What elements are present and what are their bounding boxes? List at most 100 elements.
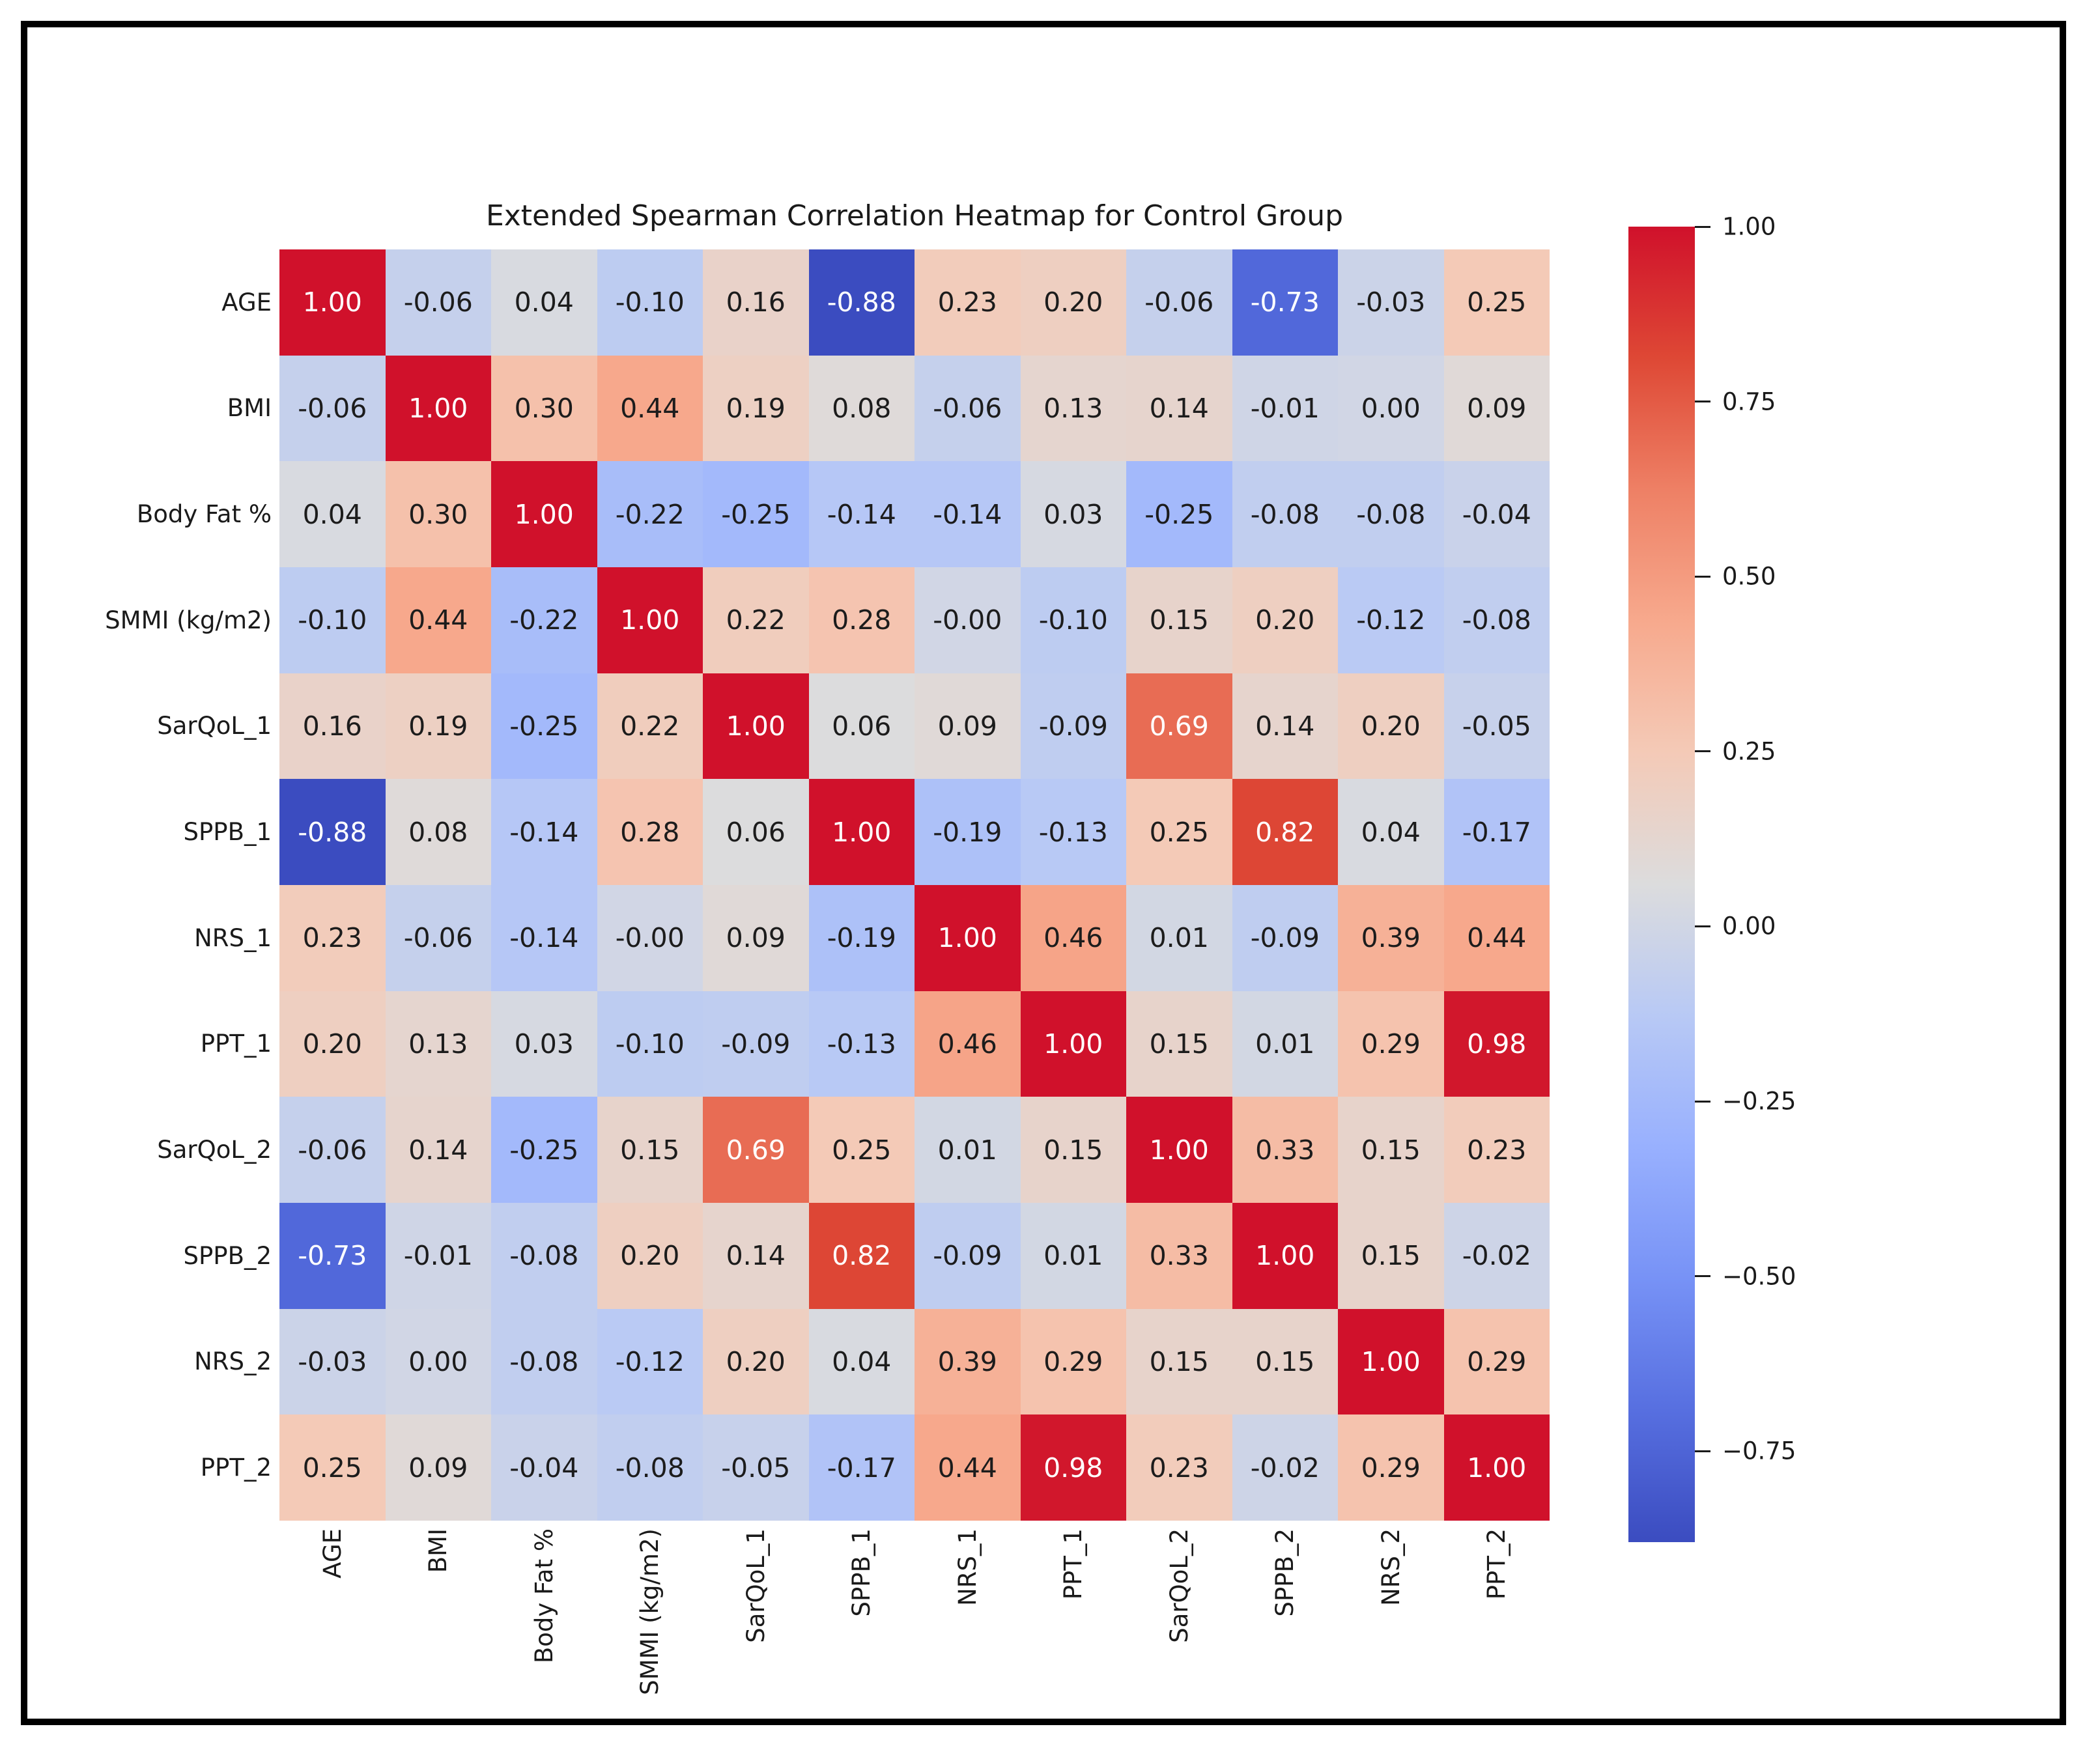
heatmap-cell-Body Fat %-NRS_1: -0.14 <box>915 461 1021 567</box>
heatmap-cell-Body Fat %-PPT_1: 0.03 <box>1020 461 1126 567</box>
x-tick-label: SarQoL_1 <box>741 1528 770 1643</box>
heatmap-cell-NRS_2-AGE: -0.03 <box>279 1308 386 1415</box>
y-tick-label: AGE <box>221 288 272 317</box>
heatmap-cell-BMI-PPT_1: 0.13 <box>1020 355 1126 462</box>
heatmap-cell-SPPB_2-SPPB_2: 1.00 <box>1232 1203 1338 1309</box>
heatmap-cell-BMI-SarQoL_1: 0.19 <box>703 355 809 462</box>
heatmap-cell-PPT_2-PPT_1: 0.98 <box>1020 1414 1126 1521</box>
heatmap-cell-NRS_1-PPT_1: 0.46 <box>1020 885 1126 991</box>
heatmap-cell-PPT_1-SMMI (kg/m2): -0.10 <box>597 991 703 1097</box>
heatmap-cell-SarQoL_2-SPPB_2: 0.33 <box>1232 1097 1338 1203</box>
heatmap-cell-NRS_2-SPPB_2: 0.15 <box>1232 1308 1338 1415</box>
heatmap-cell-SMMI (kg/m2)-BMI: 0.44 <box>385 567 491 673</box>
colorbar-tick-mark <box>1695 1275 1710 1278</box>
heatmap-cell-SPPB_2-PPT_1: 0.01 <box>1020 1203 1126 1309</box>
heatmap-cell-SPPB_1-PPT_2: -0.17 <box>1443 779 1550 885</box>
x-tick-label: PPT_2 <box>1483 1528 1511 1600</box>
heatmap-cell-NRS_1-SarQoL_1: 0.09 <box>703 885 809 991</box>
colorbar-tick-label: 0.75 <box>1722 387 1776 416</box>
y-tick-label: SMMI (kg/m2) <box>105 606 272 634</box>
heatmap-cell-Body Fat %-NRS_2: -0.08 <box>1338 461 1444 567</box>
heatmap-cell-SarQoL_1-SPPB_1: 0.06 <box>808 673 915 780</box>
x-tick-label: AGE <box>318 1528 347 1579</box>
heatmap-cell-SarQoL_1-SPPB_2: 0.14 <box>1232 673 1338 780</box>
heatmap-cell-SarQoL_2-NRS_2: 0.15 <box>1338 1097 1444 1203</box>
heatmap-cell-NRS_2-SMMI (kg/m2): -0.12 <box>597 1308 703 1415</box>
heatmap-cell-NRS_2-SPPB_1: 0.04 <box>808 1308 915 1415</box>
heatmap-cell-PPT_1-SPPB_1: -0.13 <box>808 991 915 1097</box>
heatmap-cell-SarQoL_2-SPPB_1: 0.25 <box>808 1097 915 1203</box>
heatmap-cell-PPT_1-NRS_2: 0.29 <box>1338 991 1444 1097</box>
x-tick-label: SPPB_2 <box>1271 1528 1299 1617</box>
heatmap-cell-Body Fat %-PPT_2: -0.04 <box>1443 461 1550 567</box>
colorbar-tick-mark <box>1695 225 1710 228</box>
heatmap-cell-BMI-PPT_2: 0.09 <box>1443 355 1550 462</box>
heatmap-cell-SarQoL_2-AGE: -0.06 <box>279 1097 386 1203</box>
heatmap-cell-SarQoL_1-SarQoL_2: 0.69 <box>1126 673 1232 780</box>
heatmap-cell-SPPB_2-SarQoL_2: 0.33 <box>1126 1203 1232 1309</box>
x-tick-label: NRS_2 <box>1376 1528 1405 1606</box>
heatmap-cell-PPT_2-SPPB_1: -0.17 <box>808 1414 915 1521</box>
heatmap-cell-SMMI (kg/m2)-SPPB_2: 0.20 <box>1232 567 1338 673</box>
y-tick-label: Body Fat % <box>136 500 272 529</box>
y-tick-label: PPT_1 <box>200 1030 272 1058</box>
heatmap-cell-PPT_1-PPT_1: 1.00 <box>1020 991 1126 1097</box>
heatmap-cell-AGE-SPPB_1: -0.88 <box>808 249 915 356</box>
heatmap-cell-PPT_1-Body Fat %: 0.03 <box>491 991 597 1097</box>
heatmap-cell-SPPB_2-Body Fat %: -0.08 <box>491 1203 597 1309</box>
heatmap-cell-NRS_2-SarQoL_2: 0.15 <box>1126 1308 1232 1415</box>
heatmap-cell-NRS_1-SPPB_2: -0.09 <box>1232 885 1338 991</box>
y-tick-label: NRS_2 <box>194 1347 272 1376</box>
colorbar-tick-label: −0.75 <box>1722 1437 1796 1465</box>
heatmap-cell-SMMI (kg/m2)-SarQoL_1: 0.22 <box>703 567 809 673</box>
colorbar-tick-label: 0.25 <box>1722 737 1776 766</box>
heatmap-cell-AGE-PPT_1: 0.20 <box>1020 249 1126 356</box>
colorbar-tick-label: −0.25 <box>1722 1087 1796 1116</box>
heatmap-cell-SarQoL_1-SMMI (kg/m2): 0.22 <box>597 673 703 780</box>
heatmap-cell-SarQoL_1-PPT_2: -0.05 <box>1443 673 1550 780</box>
heatmap-cell-BMI-AGE: -0.06 <box>279 355 386 462</box>
heatmap-cell-PPT_2-AGE: 0.25 <box>279 1414 386 1521</box>
heatmap-cell-BMI-NRS_2: 0.00 <box>1338 355 1444 462</box>
heatmap-cell-SPPB_1-BMI: 0.08 <box>385 779 491 885</box>
colorbar-tick-mark <box>1695 401 1710 403</box>
x-tick-label: NRS_1 <box>953 1528 982 1606</box>
heatmap-cell-NRS_1-SMMI (kg/m2): -0.00 <box>597 885 703 991</box>
colorbar-tick-label: 1.00 <box>1722 212 1776 241</box>
heatmap-cell-SPPB_2-NRS_2: 0.15 <box>1338 1203 1444 1309</box>
colorbar-tick-mark <box>1695 925 1710 927</box>
y-tick-label: SarQoL_2 <box>157 1136 272 1164</box>
heatmap-cell-NRS_2-PPT_1: 0.29 <box>1020 1308 1126 1415</box>
heatmap-cell-SPPB_1-SPPB_2: 0.82 <box>1232 779 1338 885</box>
heatmap-cell-BMI-SPPB_1: 0.08 <box>808 355 915 462</box>
heatmap-cell-AGE-BMI: -0.06 <box>385 249 491 356</box>
heatmap-cell-PPT_1-SarQoL_2: 0.15 <box>1126 991 1232 1097</box>
heatmap-cell-AGE-NRS_1: 0.23 <box>915 249 1021 356</box>
colorbar-tick-mark <box>1695 575 1710 578</box>
heatmap-cell-NRS_2-NRS_2: 1.00 <box>1338 1308 1444 1415</box>
heatmap-cell-SPPB_1-AGE: -0.88 <box>279 779 386 885</box>
heatmap-cell-NRS_2-NRS_1: 0.39 <box>915 1308 1021 1415</box>
y-tick-label: BMI <box>227 394 272 423</box>
heatmap-cell-SMMI (kg/m2)-SPPB_1: 0.28 <box>808 567 915 673</box>
heatmap-cell-SarQoL_1-BMI: 0.19 <box>385 673 491 780</box>
heatmap-cell-SarQoL_2-SarQoL_2: 1.00 <box>1126 1097 1232 1203</box>
heatmap-cell-AGE-PPT_2: 0.25 <box>1443 249 1550 356</box>
heatmap-cell-SPPB_1-NRS_1: -0.19 <box>915 779 1021 885</box>
heatmap-cell-NRS_1-Body Fat %: -0.14 <box>491 885 597 991</box>
x-tick-label: SarQoL_2 <box>1165 1528 1193 1643</box>
heatmap-cell-Body Fat %-SarQoL_2: -0.25 <box>1126 461 1232 567</box>
colorbar: 1.00 0.75 0.50 0.25 0.00 −0.25 −0.50 −0.75 <box>1628 213 1796 1542</box>
heatmap-cell-SMMI (kg/m2)-Body Fat %: -0.22 <box>491 567 597 673</box>
heatmap-cell-NRS_1-PPT_2: 0.44 <box>1443 885 1550 991</box>
heatmap-cell-PPT_1-SarQoL_1: -0.09 <box>703 991 809 1097</box>
colorbar-gradient <box>1628 227 1695 1542</box>
heatmap-cell-Body Fat %-BMI: 0.30 <box>385 461 491 567</box>
heatmap-cell-BMI-BMI: 1.00 <box>385 355 491 462</box>
heatmap-cell-PPT_2-NRS_1: 0.44 <box>915 1414 1021 1521</box>
heatmap-cell-BMI-NRS_1: -0.06 <box>915 355 1021 462</box>
heatmap-cell-SPPB_2-PPT_2: -0.02 <box>1443 1203 1550 1309</box>
heatmap-cell-Body Fat %-SPPB_1: -0.14 <box>808 461 915 567</box>
heatmap-cell-PPT_1-PPT_2: 0.98 <box>1443 991 1550 1097</box>
heatmap-cell-SPPB_1-PPT_1: -0.13 <box>1020 779 1126 885</box>
